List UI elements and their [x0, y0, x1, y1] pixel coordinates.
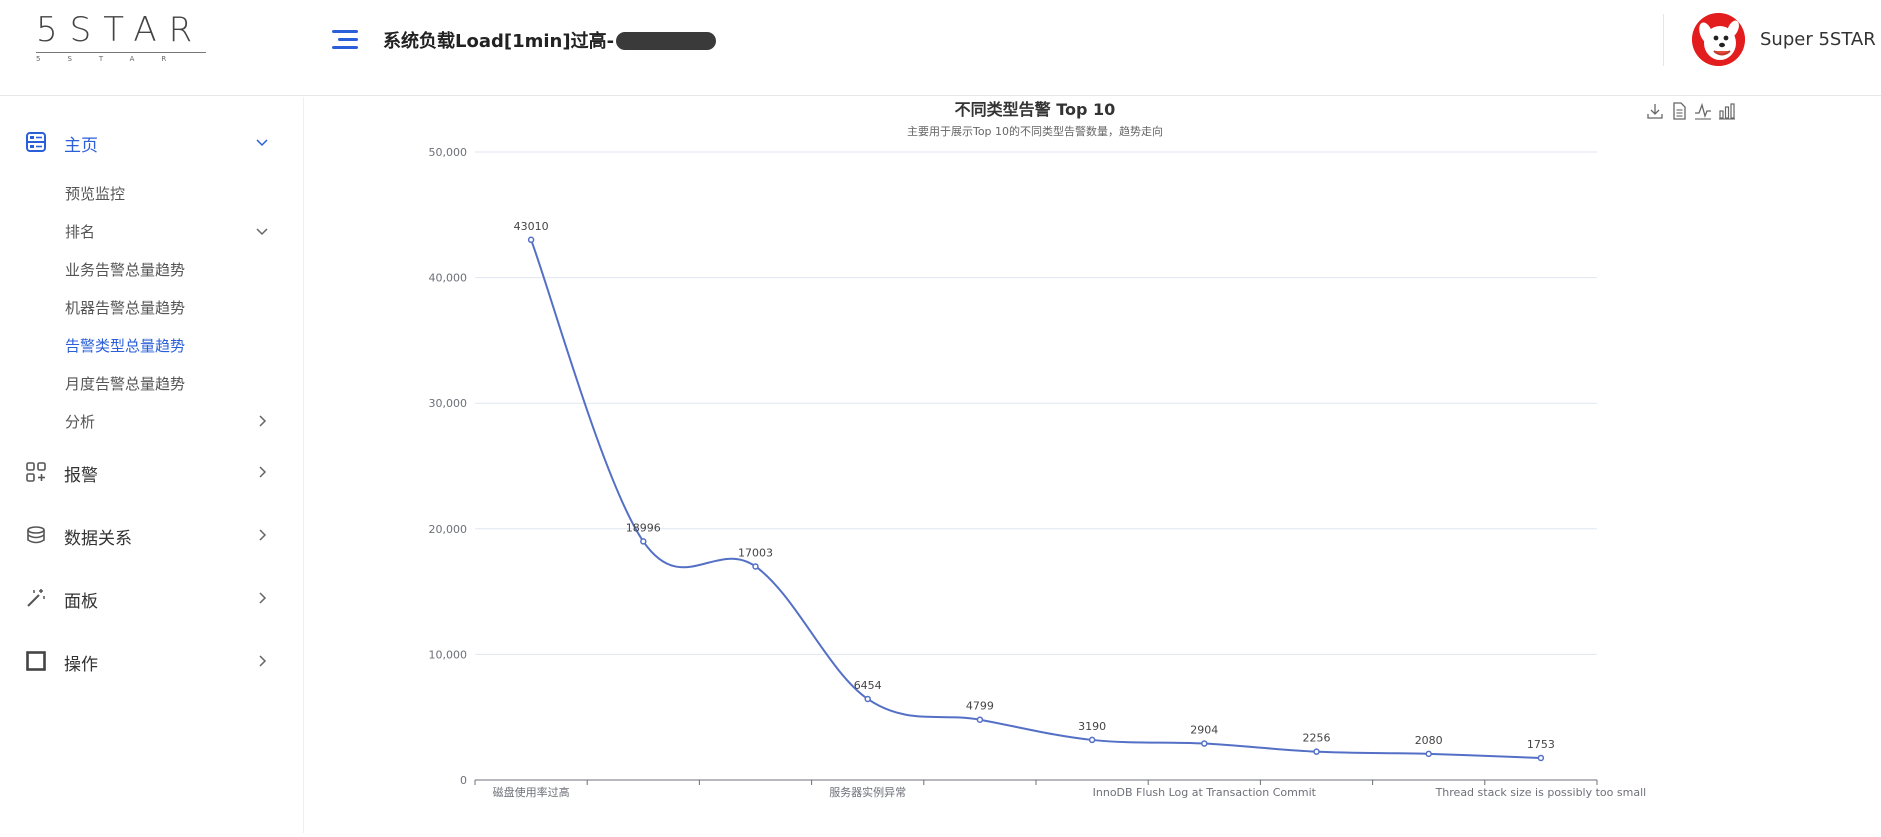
sidebar-item-operations[interactable]: 操作 — [0, 641, 304, 681]
data-label: 43010 — [514, 220, 549, 233]
data-point — [1537, 754, 1545, 762]
data-point — [864, 695, 871, 703]
data-label: 1753 — [1527, 738, 1555, 751]
page-title: 系统负载Load[1min]过高- — [383, 27, 717, 53]
data-point — [1313, 748, 1320, 755]
sidebar-item-panel[interactable]: 面板 — [0, 578, 304, 618]
sidebar: 主页 预览监控 排名 业务告警总量趋势 机器告警总量趋势 告警类型总量趋势 月度… — [0, 97, 304, 833]
data-view-icon[interactable] — [1670, 102, 1688, 120]
sidebar-sub-label: 月度告警总量趋势 — [65, 375, 186, 393]
sidebar-sub-label: 分析 — [65, 413, 96, 431]
sidebar-sub-ranking[interactable]: 排名 — [0, 215, 304, 247]
avatar[interactable] — [1692, 13, 1745, 66]
magic-wand-icon — [27, 589, 45, 607]
data-label: 2080 — [1415, 734, 1443, 747]
square-icon — [26, 651, 46, 671]
x-tick-label: 磁盘使用率过高 — [493, 785, 570, 799]
chevron-right-icon — [259, 655, 267, 667]
sidebar-item-label: 报警 — [64, 466, 98, 486]
sidebar-sub-machine-alert-trend[interactable]: 机器告警总量趋势 — [0, 291, 304, 323]
sidebar-item-home[interactable]: 主页 — [0, 122, 304, 162]
sidebar-sub-label: 预览监控 — [65, 185, 126, 203]
data-point — [1088, 736, 1096, 744]
sidebar-item-alarm[interactable]: 报警 — [0, 452, 304, 492]
download-icon[interactable] — [1646, 102, 1664, 120]
chart-title: 不同类型告警 Top 10 — [955, 100, 1116, 119]
data-label: 3190 — [1078, 720, 1106, 733]
dashboard-icon — [26, 132, 46, 152]
logo-text: 5STAR — [36, 10, 205, 50]
data-label: 2904 — [1190, 724, 1218, 737]
chart-toolbox — [1642, 102, 1742, 122]
bar-chart-icon[interactable] — [1718, 102, 1736, 120]
page-title-text: 系统负载Load[1min]过高- — [383, 31, 615, 52]
chevron-down-icon — [256, 228, 268, 236]
user-name[interactable]: Super 5STAR — [1760, 29, 1876, 50]
menu-toggle-icon[interactable] — [332, 30, 358, 52]
y-tick-label: 10,000 — [429, 648, 468, 661]
data-point — [976, 716, 984, 723]
sidebar-sub-alert-type-trend[interactable]: 告警类型总量趋势 — [0, 329, 304, 361]
logo-divider — [36, 52, 206, 53]
data-label: 4799 — [966, 700, 994, 713]
sidebar-sub-label: 告警类型总量趋势 — [65, 337, 186, 355]
data-point — [1425, 750, 1432, 758]
sidebar-sub-label: 机器告警总量趋势 — [65, 299, 186, 317]
logo-subtext: 5STAR — [36, 55, 194, 63]
chevron-right-icon — [259, 529, 267, 541]
sidebar-item-data-relations[interactable]: 数据关系 — [0, 515, 304, 555]
line-chart: 不同类型告警 Top 10 主要用于展示Top 10的不同类型告警数量，趋势走向… — [429, 100, 1647, 799]
data-point — [640, 538, 647, 545]
y-tick-label: 50,000 — [429, 146, 468, 159]
sidebar-sub-label: 业务告警总量趋势 — [65, 261, 186, 279]
chevron-down-icon — [256, 139, 268, 147]
data-label: 17003 — [738, 546, 773, 559]
main-content: 不同类型告警 Top 10 主要用于展示Top 10的不同类型告警数量，趋势走向… — [305, 97, 1881, 833]
y-tick-label: 40,000 — [429, 272, 468, 285]
data-label: 2256 — [1303, 732, 1331, 745]
y-tick-label: 20,000 — [429, 523, 468, 536]
x-tick-label: InnoDB Flush Log at Transaction Commit — [1093, 786, 1317, 799]
line-chart-icon[interactable] — [1694, 102, 1712, 120]
series-line — [530, 239, 1541, 759]
sidebar-sub-business-alert-trend[interactable]: 业务告警总量趋势 — [0, 253, 304, 285]
sidebar-sub-monthly-alert-trend[interactable]: 月度告警总量趋势 — [0, 367, 304, 399]
sidebar-sub-analysis[interactable]: 分析 — [0, 405, 304, 437]
database-icon — [27, 526, 45, 544]
data-label: 6454 — [854, 679, 882, 692]
chevron-right-icon — [259, 592, 267, 604]
sidebar-item-label: 面板 — [64, 592, 98, 612]
y-tick-label: 30,000 — [429, 397, 468, 410]
redacted-block — [616, 32, 717, 50]
header-divider — [1663, 14, 1664, 66]
data-point — [527, 236, 535, 244]
x-tick-label: 服务器实例异常 — [829, 785, 906, 799]
chevron-right-icon — [259, 415, 267, 427]
sidebar-item-label: 主页 — [64, 136, 98, 156]
sidebar-item-label: 数据关系 — [64, 529, 132, 549]
x-tick-label: Thread stack size is possibly too small — [1435, 786, 1647, 799]
app-logo[interactable]: 5STAR 5STAR — [36, 12, 208, 68]
data-point — [1201, 740, 1208, 747]
sidebar-sub-overview[interactable]: 预览监控 — [0, 177, 304, 209]
data-label: 18996 — [626, 521, 661, 534]
apps-add-icon — [26, 462, 46, 482]
top-header: 5STAR 5STAR 系统负载Load[1min]过高- Super 5STA… — [0, 0, 1881, 96]
y-tick-label: 0 — [460, 774, 467, 787]
sidebar-sub-label: 排名 — [65, 223, 96, 241]
dog-mascot-icon — [1692, 13, 1745, 66]
chart-container: 不同类型告警 Top 10 主要用于展示Top 10的不同类型告警数量，趋势走向… — [305, 97, 1881, 833]
chevron-right-icon — [259, 466, 267, 478]
sidebar-item-label: 操作 — [64, 655, 98, 675]
data-point — [752, 563, 759, 570]
chart-subtitle: 主要用于展示Top 10的不同类型告警数量，趋势走向 — [907, 124, 1163, 138]
